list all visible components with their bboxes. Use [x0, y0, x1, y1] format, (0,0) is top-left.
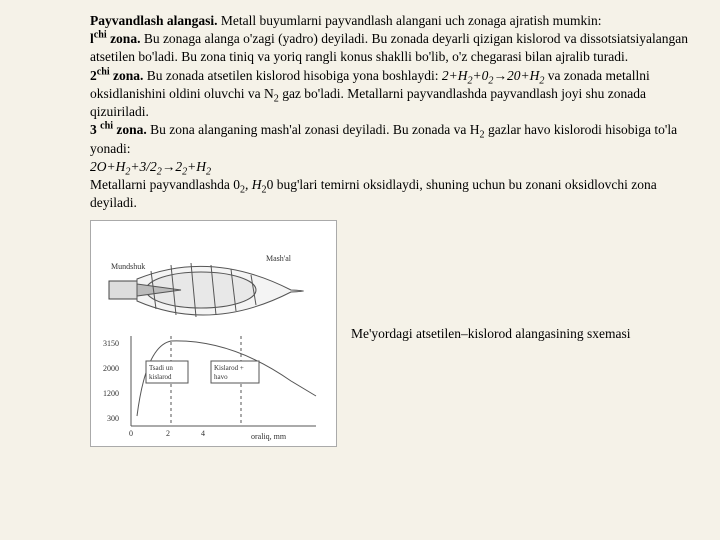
svg-text:havo: havo: [214, 373, 228, 381]
equation: 2O+H2+3/22→22+H2: [90, 158, 690, 176]
zone3-text-a: Bu zona alanganing mash'al zonasi deyila…: [147, 122, 480, 137]
figure-caption: Me'yordagi atsetilen–kislorod alangasini…: [351, 325, 651, 343]
text-intro: Metall buyumlarni payvandlash alangani u…: [218, 13, 602, 28]
svg-text:1200: 1200: [103, 389, 119, 398]
document-page: Payvandlash alangasi. Metall buyumlarni …: [0, 0, 720, 457]
paragraph-last: Metallarni payvandlashda 02, H20 bug'lar…: [90, 176, 690, 212]
paragraph-title: Payvandlash alangasi. Metall buyumlarni …: [90, 12, 690, 30]
svg-text:2000: 2000: [103, 364, 119, 373]
zone2-text-a: Bu zonada atsetilen kislorod hisobiga yo…: [143, 68, 441, 83]
svg-text:Kislarod +: Kislarod +: [214, 364, 244, 372]
svg-text:Tsadi un: Tsadi un: [149, 364, 173, 372]
flame-diagram: Mundshuk Mash'al Tsadi un kislarod Ki: [90, 220, 337, 447]
figure-row: Mundshuk Mash'al Tsadi un kislarod Ki: [90, 220, 690, 447]
zone2-formula: 2+H2+02→20+H2: [442, 68, 545, 83]
zone2-label: 2chi zona.: [90, 68, 143, 83]
zone3-label: 3 chi zona.: [90, 122, 147, 137]
svg-text:kislarod: kislarod: [149, 373, 172, 381]
paragraph-zone1: lchi zona. Bu zonaga alanga o'zagi (yadr…: [90, 30, 690, 66]
svg-text:4: 4: [201, 429, 205, 438]
fig-label-mashal: Mash'al: [266, 254, 292, 263]
paragraph-zone2: 2chi zona. Bu zonada atsetilen kislorod …: [90, 67, 690, 122]
svg-text:300: 300: [107, 414, 119, 423]
svg-text:oraliq, mm: oraliq, mm: [251, 432, 287, 441]
svg-text:3150: 3150: [103, 339, 119, 348]
paragraph-zone3: 3 chi zona. Bu zona alanganing mash'al z…: [90, 121, 690, 157]
svg-text:0: 0: [129, 429, 133, 438]
svg-text:2: 2: [166, 429, 170, 438]
fig-label-mundshuk: Mundshuk: [111, 262, 145, 271]
zone1-label: lchi zona.: [90, 31, 140, 46]
heading-payvandlash: Payvandlash alangasi.: [90, 13, 218, 28]
zone1-text: Bu zonaga alanga o'zagi (yadro) deyiladi…: [90, 31, 688, 64]
